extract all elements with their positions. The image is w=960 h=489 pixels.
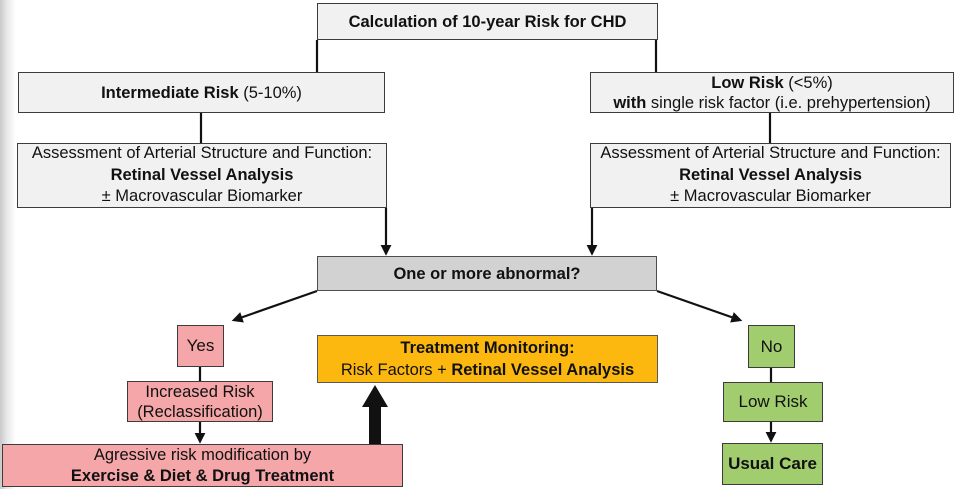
node-label: Intermediate Risk (5-10%) — [101, 83, 302, 102]
node-one-or-more-abnormal: One or more abnormal? — [317, 256, 657, 291]
page-edge-shading — [0, 0, 16, 489]
node-label: Yes — [186, 336, 215, 355]
node-calc-10yr-risk: Calculation of 10-year Risk for CHD — [317, 3, 658, 40]
node-treatment-monitoring: Treatment Monitoring: Risk Factors + Ret… — [317, 335, 658, 383]
node-label-line2: (Reclassification) — [137, 402, 263, 421]
node-label-line1: Treatment Monitoring: — [400, 339, 575, 357]
node-label-line1: Low Risk (<5%) — [711, 73, 833, 92]
node-label-line3: ± Macrovascular Biomarker — [670, 187, 871, 206]
node-intermediate-risk: Intermediate Risk (5-10%) — [18, 72, 385, 113]
node-label-line2: Retinal Vessel Analysis — [110, 165, 294, 184]
node-label-line2: Retinal Vessel Analysis — [679, 165, 862, 184]
node-assessment-left: Assessment of Arterial Structure and Fun… — [17, 143, 387, 208]
thick-arrow-aggressive-to-treatment — [362, 385, 388, 444]
node-label-line2: with single risk factor (i.e. prehyperte… — [613, 93, 931, 112]
arrow-abnormal-to-no — [656, 289, 743, 323]
node-label-line3: ± Macrovascular Biomarker — [101, 187, 303, 206]
node-label-line1: Agressive risk modification by — [93, 445, 312, 464]
node-label-line1: Assessment of Arterial Structure and Fun… — [600, 144, 941, 163]
node-yes: Yes — [177, 325, 224, 367]
node-label: Calculation of 10-year Risk for CHD — [348, 12, 627, 31]
node-low-risk-outcome: Low Risk — [723, 382, 823, 422]
node-increased-risk: Increased Risk (Reclassification) — [127, 381, 273, 422]
node-assessment-right: Assessment of Arterial Structure and Fun… — [590, 143, 951, 208]
node-usual-care: Usual Care — [722, 443, 823, 485]
node-label-line2: Exercise & Diet & Drug Treatment — [70, 466, 335, 485]
node-low-risk-single-factor: Low Risk (<5%) with single risk factor (… — [590, 72, 954, 113]
node-label: One or more abnormal? — [393, 264, 581, 283]
node-label: Low Risk — [738, 392, 808, 411]
node-label-line2: Risk Factors + Retinal Vessel Analysis — [340, 361, 635, 379]
node-label: No — [760, 336, 783, 356]
node-label-line1: Increased Risk — [145, 382, 255, 401]
node-no: No — [748, 325, 795, 368]
node-aggressive-risk-modification: Agressive risk modification by Exercise … — [2, 444, 403, 487]
node-label-line1: Assessment of Arterial Structure and Fun… — [31, 144, 373, 163]
node-label: Usual Care — [728, 454, 817, 473]
arrow-abnormal-to-yes — [231, 289, 318, 323]
